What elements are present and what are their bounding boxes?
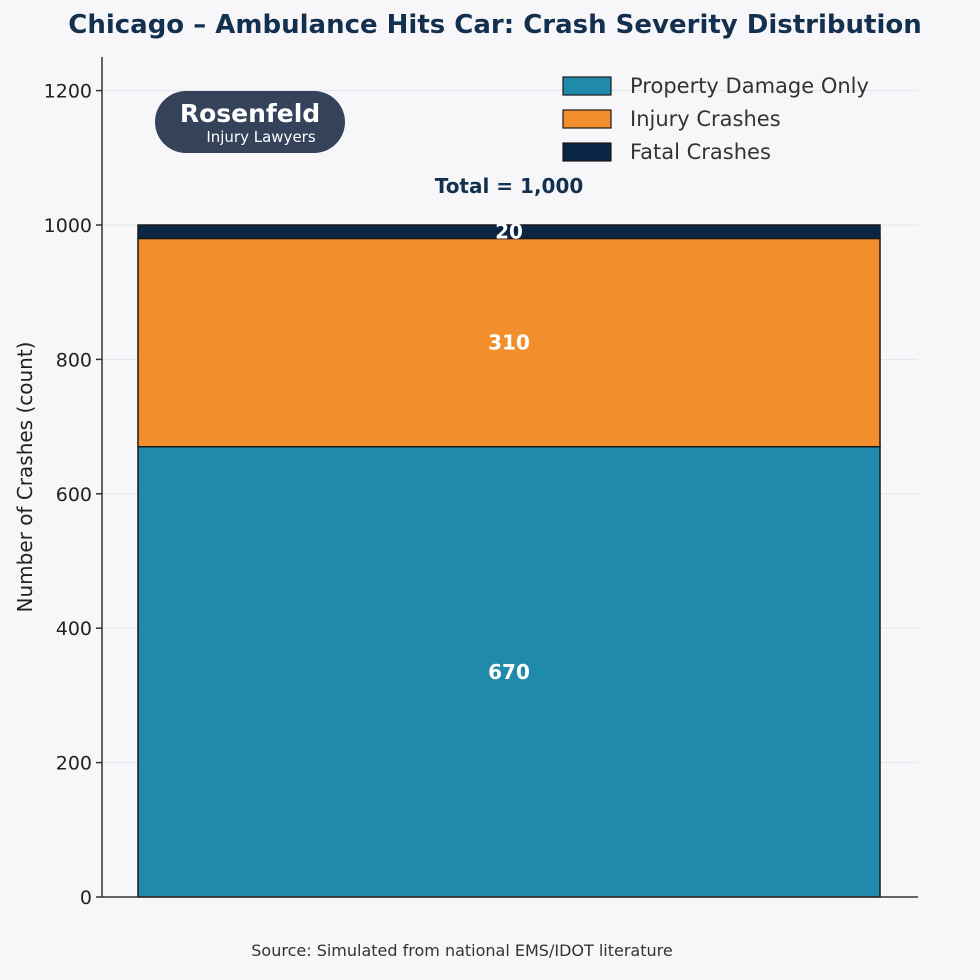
y-tick-label: 400 (56, 618, 92, 640)
total-annotation: Total = 1,000 (435, 174, 584, 198)
legend-swatch (562, 76, 612, 96)
bar-segment (137, 237, 881, 448)
source-note: Source: Simulated from national EMS/IDOT… (251, 941, 672, 960)
data-label: 670 (488, 660, 530, 684)
data-label: 20 (495, 220, 523, 244)
legend-label: Fatal Crashes (630, 140, 771, 164)
legend-swatch (562, 142, 612, 162)
y-tick-label: 600 (56, 484, 92, 506)
data-label: 310 (488, 331, 530, 355)
bar-segment (137, 224, 881, 240)
bars: 670 310 20 (137, 220, 881, 898)
chart-title: Chicago – Ambulance Hits Car: Crash Seve… (68, 10, 922, 40)
axes (101, 57, 918, 898)
legend: Property Damage Only Injury Crashes Fatal … (562, 74, 869, 164)
logo-line1: Rosenfeld (180, 99, 320, 128)
y-axis-label: Number of Crashes (count) (13, 342, 37, 613)
y-tick-label: 800 (56, 349, 92, 371)
legend-swatch (562, 109, 612, 129)
y-ticks: 0 200 400 600 800 1000 1200 (44, 81, 102, 909)
logo: Rosenfeld Injury Lawyers (155, 91, 345, 153)
y-tick-label: 1000 (44, 215, 92, 237)
logo-line2: Injury Lawyers (206, 128, 316, 146)
y-tick-label: 1200 (44, 81, 92, 103)
y-tick-label: 200 (56, 753, 92, 775)
legend-label: Injury Crashes (630, 107, 781, 131)
y-tick-label: 0 (80, 887, 92, 909)
legend-label: Property Damage Only (630, 74, 869, 98)
